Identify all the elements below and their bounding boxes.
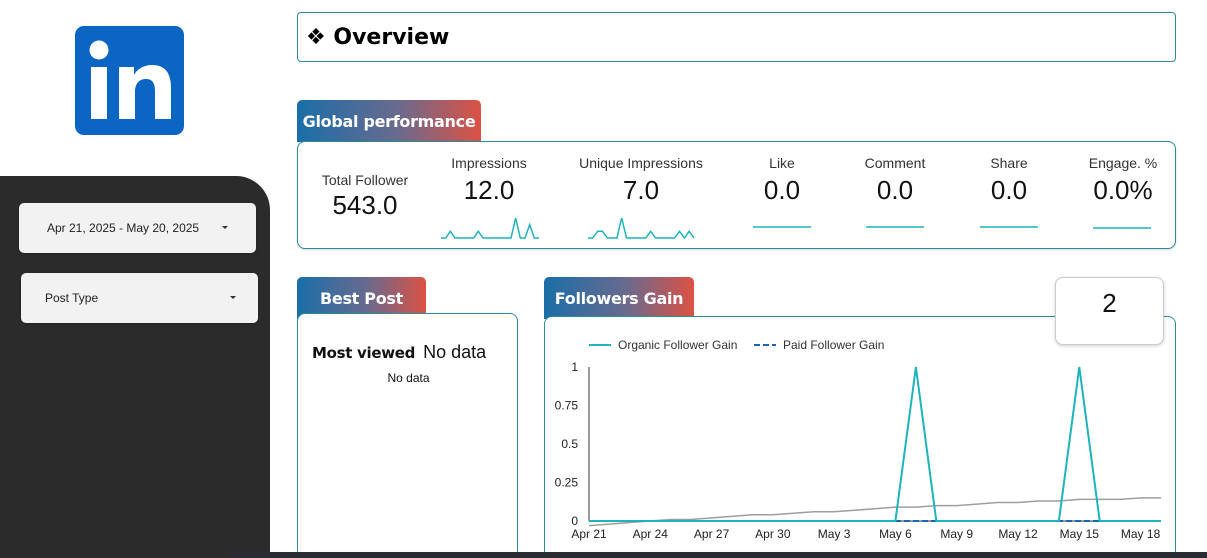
metric-value: 12.0: [463, 175, 515, 205]
bottom-bar: [230, 552, 1207, 558]
metric-value: 0.0: [990, 175, 1028, 205]
metric-value: 543.0: [332, 190, 398, 220]
date-range-picker[interactable]: Apr 21, 2025 - May 20, 2025: [19, 203, 256, 253]
like-sparkline: [753, 226, 811, 228]
linkedin-logo-icon: [75, 26, 184, 135]
x-tick-label: May 3: [818, 527, 851, 541]
metric-value: 0.0: [763, 175, 801, 205]
metric-value: 0.0: [876, 175, 914, 205]
unique-impressions-sparkline: [588, 217, 695, 240]
metric-value: 7.0: [622, 175, 660, 205]
engagement-sparkline: [1093, 227, 1151, 229]
x-tick-label: May 9: [940, 527, 973, 541]
sparkline-line: [441, 217, 539, 239]
x-tick-label: May 12: [998, 527, 1038, 541]
metric-share: Share 0.0: [969, 155, 1049, 206]
metric-label: Unique Impressions: [579, 155, 703, 171]
y-tick-label: 0: [571, 514, 578, 528]
x-tick-label: Apr 27: [694, 527, 730, 541]
x-tick-label: Apr 30: [755, 527, 791, 541]
metric-unique-impressions: Unique Impressions 7.0: [576, 155, 706, 206]
date-range-value: Apr 21, 2025 - May 20, 2025: [47, 221, 200, 235]
y-tick-label: 0.25: [555, 476, 579, 490]
sparkline-line: [588, 217, 695, 240]
legend-item: Paid Follower Gain: [754, 338, 884, 352]
best-post-tab: Best Post: [297, 277, 426, 319]
share-sparkline: [980, 226, 1038, 228]
metric-engagement: Engage. % 0.0%: [1078, 155, 1168, 206]
post-type-select[interactable]: Post Type: [21, 273, 258, 323]
legend-label: Organic Follower Gain: [618, 338, 737, 352]
sidebar: Apr 21, 2025 - May 20, 2025 Post Type: [0, 0, 270, 558]
y-tick-label: 0.75: [555, 399, 579, 413]
y-tick-label: 0.5: [561, 437, 578, 451]
x-tick-label: May 15: [1060, 527, 1100, 541]
no-data-message: No data: [387, 371, 430, 385]
metric-value: 0.0%: [1093, 175, 1153, 205]
chevron-down-icon: [222, 226, 228, 229]
trend-line: [588, 497, 1161, 527]
legend-item: Organic Follower Gain: [589, 338, 737, 352]
page-title: ❖ Overview: [297, 12, 1176, 62]
x-tick-label: May 6: [879, 527, 912, 541]
organic-follower-gain-line: [589, 366, 1161, 522]
post-type-label: Post Type: [45, 291, 99, 305]
x-tick-label: Apr 21: [571, 527, 607, 541]
best-post-card: Most viewed No data No data: [297, 313, 518, 558]
most-viewed-value: No data: [423, 342, 487, 362]
impressions-sparkline: [441, 217, 539, 239]
metric-like: Like 0.0: [742, 155, 822, 206]
metric-impressions: Impressions 12.0: [434, 155, 544, 206]
y-tick-label: 1: [571, 360, 578, 374]
global-performance-card: Total Follower 543.0 Impressions 12.0 Un…: [297, 141, 1176, 249]
metric-label: Total Follower: [321, 172, 409, 188]
metric-total-follower: Total Follower 543.0: [319, 172, 411, 221]
followers-gain-chart: Organic Follower Gain Paid Follower Gain 0…: [555, 338, 1161, 541]
global-performance-tab: Global performance: [297, 100, 481, 142]
followers-gain-tab: Followers Gain: [544, 277, 694, 319]
metric-comment: Comment 0.0: [855, 155, 935, 206]
metric-label: Like: [769, 155, 795, 171]
x-tick-label: May 18: [1121, 527, 1161, 541]
most-viewed-label: Most viewed: [312, 344, 416, 362]
chevron-down-icon: [230, 296, 236, 299]
followers-gain-score: 2: [1055, 277, 1164, 345]
most-viewed-row: Most viewed No data: [312, 342, 486, 363]
metric-label: Engage. %: [1088, 155, 1158, 171]
metric-label: Impressions: [451, 155, 527, 171]
comment-sparkline: [866, 226, 924, 228]
x-tick-label: Apr 24: [633, 527, 669, 541]
metric-label: Share: [990, 155, 1028, 171]
metric-label: Comment: [864, 155, 926, 171]
legend-label: Paid Follower Gain: [783, 338, 884, 352]
